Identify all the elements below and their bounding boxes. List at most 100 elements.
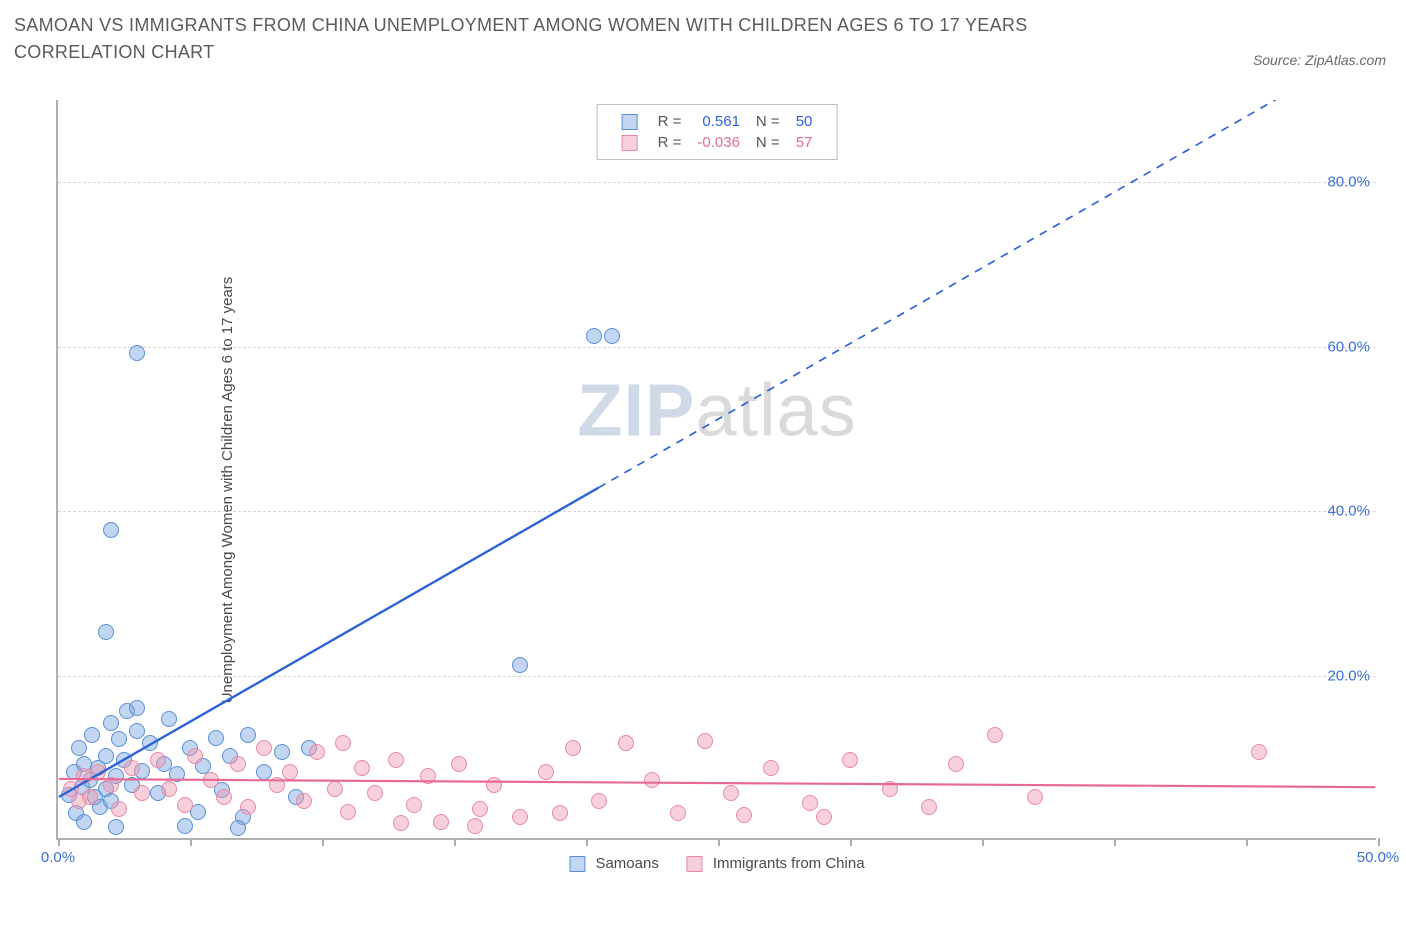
data-point: [129, 345, 145, 361]
data-point: [433, 814, 449, 830]
data-point: [84, 727, 100, 743]
data-point: [486, 777, 502, 793]
data-point: [98, 624, 114, 640]
x-tick-mark: [586, 838, 588, 846]
data-point: [586, 328, 602, 344]
data-point: [108, 819, 124, 835]
data-point: [103, 522, 119, 538]
x-tick-mark: [454, 838, 456, 846]
series-legend: Samoans Immigrants from China: [569, 855, 864, 872]
x-tick-label: 0.0%: [41, 849, 75, 866]
data-point: [98, 748, 114, 764]
x-tick-mark: [58, 838, 60, 846]
data-point: [103, 715, 119, 731]
x-tick-label: 50.0%: [1357, 849, 1400, 866]
data-point: [1251, 744, 1267, 760]
data-point: [296, 793, 312, 809]
data-point: [161, 711, 177, 727]
legend-row: R =0.561N =50: [614, 111, 821, 132]
data-point: [111, 731, 127, 747]
chart-title: SAMOAN VS IMMIGRANTS FROM CHINA UNEMPLOY…: [14, 12, 1134, 66]
data-point: [269, 777, 285, 793]
data-point: [216, 789, 232, 805]
data-point: [134, 785, 150, 801]
correlation-legend: R =0.561N =50R =-0.036N =57: [597, 104, 838, 160]
data-point: [763, 760, 779, 776]
data-point: [512, 657, 528, 673]
x-tick-mark: [982, 838, 984, 846]
data-point: [161, 781, 177, 797]
source-credit: Source: ZipAtlas.com: [1253, 52, 1386, 68]
data-point: [76, 814, 92, 830]
data-point: [129, 700, 145, 716]
data-point: [736, 807, 752, 823]
scatter-points: [58, 100, 1376, 838]
data-point: [591, 793, 607, 809]
data-point: [552, 805, 568, 821]
x-tick-mark: [1114, 838, 1116, 846]
data-point: [124, 760, 140, 776]
data-point: [451, 756, 467, 772]
x-tick-mark: [1378, 838, 1380, 846]
data-point: [256, 740, 272, 756]
data-point: [203, 772, 219, 788]
data-point: [921, 799, 937, 815]
data-point: [565, 740, 581, 756]
data-point: [472, 801, 488, 817]
data-point: [697, 733, 713, 749]
data-point: [327, 781, 343, 797]
data-point: [309, 744, 325, 760]
data-point: [142, 735, 158, 751]
data-point: [282, 764, 298, 780]
chart-container: Unemployment Among Women with Children A…: [14, 100, 1392, 880]
data-point: [111, 801, 127, 817]
data-point: [129, 723, 145, 739]
legend-row: R =-0.036N =57: [614, 132, 821, 153]
data-point: [388, 752, 404, 768]
data-point: [467, 818, 483, 834]
data-point: [538, 764, 554, 780]
x-tick-mark: [850, 838, 852, 846]
data-point: [816, 809, 832, 825]
plot-area: ZIPatlas R =0.561N =50R =-0.036N =57 Sam…: [56, 100, 1376, 840]
x-tick-mark: [322, 838, 324, 846]
data-point: [512, 809, 528, 825]
x-tick-mark: [1246, 838, 1248, 846]
data-point: [150, 752, 166, 768]
data-point: [169, 766, 185, 782]
data-point: [240, 727, 256, 743]
data-point: [420, 768, 436, 784]
data-point: [644, 772, 660, 788]
data-point: [1027, 789, 1043, 805]
data-point: [90, 764, 106, 780]
legend-item: Samoans: [569, 855, 658, 872]
x-tick-mark: [718, 838, 720, 846]
data-point: [354, 760, 370, 776]
data-point: [177, 797, 193, 813]
data-point: [71, 740, 87, 756]
legend-item: Immigrants from China: [687, 855, 865, 872]
data-point: [987, 727, 1003, 743]
data-point: [187, 748, 203, 764]
data-point: [618, 735, 634, 751]
data-point: [604, 328, 620, 344]
data-point: [406, 797, 422, 813]
data-point: [340, 804, 356, 820]
data-point: [103, 777, 119, 793]
data-point: [882, 781, 898, 797]
data-point: [723, 785, 739, 801]
data-point: [948, 756, 964, 772]
data-point: [274, 744, 290, 760]
data-point: [335, 735, 351, 751]
data-point: [208, 730, 224, 746]
data-point: [230, 820, 246, 836]
data-point: [393, 815, 409, 831]
data-point: [367, 785, 383, 801]
data-point: [230, 756, 246, 772]
data-point: [256, 764, 272, 780]
data-point: [842, 752, 858, 768]
x-tick-mark: [190, 838, 192, 846]
data-point: [802, 795, 818, 811]
data-point: [240, 799, 256, 815]
data-point: [82, 789, 98, 805]
